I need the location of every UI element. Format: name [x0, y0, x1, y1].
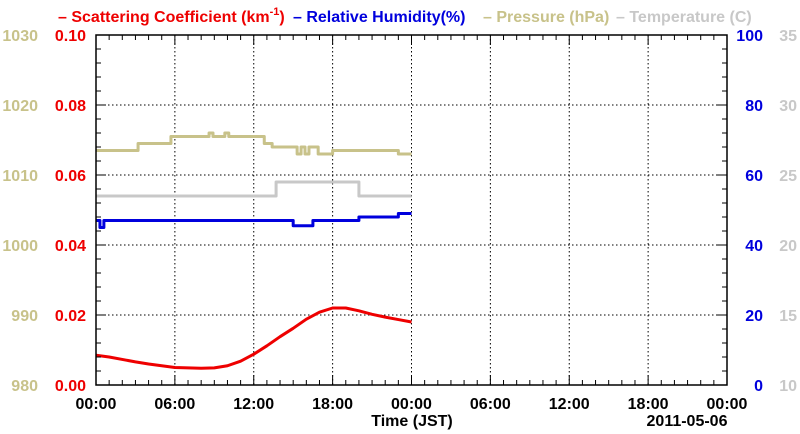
x-tick-label: 00:00 [76, 396, 117, 413]
x-tick-label: 00:00 [391, 396, 432, 413]
legend-label: Pressure (hPa) [496, 9, 609, 26]
x-tick-label: 06:00 [470, 396, 511, 413]
pressure-tick-label: 980 [11, 378, 38, 395]
legend-dash: – [58, 9, 71, 26]
x-axis-title: Time (JST) [371, 413, 453, 430]
x-tick-label: 18:00 [628, 396, 669, 413]
rh-tick-label: 40 [745, 238, 763, 255]
legend-item-temperature: – Temperature (C) [616, 9, 752, 26]
pressure-tick-label: 1020 [2, 98, 38, 115]
pressure-tick-label: 1010 [2, 168, 38, 185]
legend-label-superscript: -1 [270, 6, 280, 18]
x-tick-label: 12:00 [549, 396, 590, 413]
temperature-tick-label: 20 [779, 238, 797, 255]
legend-dash: – [616, 9, 629, 26]
x-tick-label: 00:00 [707, 396, 748, 413]
series-layer [95, 131, 412, 370]
temperature-tick-label: 15 [779, 308, 797, 325]
x-tick-label: 18:00 [312, 396, 353, 413]
rh-series-line [96, 212, 412, 229]
rh-tick-label: 0 [754, 378, 763, 395]
rh-tick-label: 60 [745, 168, 763, 185]
temperature-tick-label: 25 [779, 168, 797, 185]
rh-tick-label: 20 [745, 308, 763, 325]
legend-label: Temperature (C) [629, 9, 751, 26]
pressure-tick-label: 1000 [2, 238, 38, 255]
legend-item-pressure: – Pressure (hPa) [483, 9, 609, 26]
scatter-series-line [95, 306, 412, 370]
legend: – Scattering Coefficient (km-1) – Relativ… [58, 6, 752, 26]
rh-tick-label: 80 [745, 98, 763, 115]
scatter-tick-label: 0.04 [55, 238, 86, 255]
scatter-tick-label: 0.00 [55, 378, 86, 395]
legend-dash: – [483, 9, 496, 26]
legend-label: Scattering Coefficient (km [71, 9, 269, 26]
temperature-tick-label: 10 [779, 378, 797, 395]
scatter-tick-label: 0.08 [55, 98, 86, 115]
pressure-tick-label: 990 [11, 308, 38, 325]
scatter-tick-label: 0.06 [55, 168, 86, 185]
temperature-tick-label: 30 [779, 98, 797, 115]
scatter-tick-label: 0.02 [55, 308, 86, 325]
legend-item-rh: – Relative Humidity(%) [293, 9, 465, 26]
legend-label-end: ) [279, 9, 284, 26]
rh-tick-label: 100 [736, 28, 763, 45]
temperature-tick-label: 35 [779, 28, 797, 45]
x-ticks: 00:00 06:00 12:00 18:00 00:00 06:00 12:00 18:00… [76, 35, 748, 413]
axis-labels: 98099010001010102010300.000.020.040.060.… [2, 28, 797, 395]
scatter-tick-label: 0.10 [55, 28, 86, 45]
pressure-tick-label: 1030 [2, 28, 38, 45]
x-tick-label: 12:00 [233, 396, 274, 413]
legend-dash: – [293, 9, 306, 26]
temperature-series-line [96, 180, 412, 198]
legend-label: Relative Humidity(%) [306, 9, 465, 26]
x-tick-label: 06:00 [154, 396, 195, 413]
date-label: 2011-05-06 [647, 413, 728, 430]
legend-item-scatter: – Scattering Coefficient (km-1) [58, 6, 285, 26]
grid [96, 35, 727, 385]
pressure-series-line [96, 131, 412, 156]
